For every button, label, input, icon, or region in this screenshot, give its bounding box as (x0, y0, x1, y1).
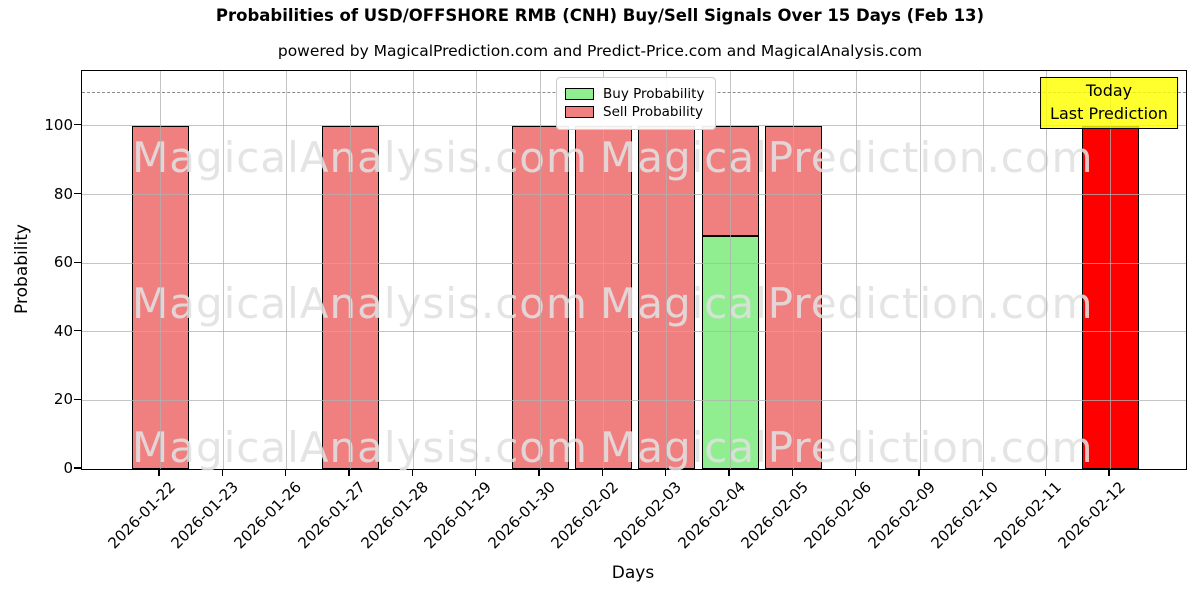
chart-subtitle: powered by MagicalPrediction.com and Pre… (277, 42, 923, 60)
horizontal-gridline (82, 262, 1186, 264)
horizontal-gridline (82, 194, 1186, 196)
plot-area: MagicalAnalysis.com MagicalPrediction.com… (81, 70, 1187, 472)
vertical-gridline (539, 71, 541, 469)
x-tick-mark (665, 469, 667, 476)
legend-item-sell: Sell Probability (565, 104, 704, 120)
watermark-text: MagicalPrediction.com (600, 423, 1094, 472)
x-tick-label: 2026-02-09 (864, 478, 939, 553)
vertical-gridline (286, 71, 288, 469)
x-tick-mark (981, 469, 983, 476)
vertical-gridline (412, 71, 414, 469)
vertical-gridline (476, 71, 478, 469)
x-tick-mark (855, 469, 857, 476)
vertical-gridline (1046, 71, 1048, 469)
watermark-text: MagicalPrediction.com (600, 133, 1094, 182)
y-tick-label: 60 (53, 253, 73, 272)
x-tick-label: 2026-01-28 (357, 478, 433, 553)
vertical-gridline (729, 71, 731, 469)
y-tick-label: 20 (53, 390, 73, 409)
x-tick-mark (918, 469, 920, 476)
gridlines-layer (82, 71, 1186, 469)
watermark-text: MagicalAnalysis.com (132, 133, 588, 182)
vertical-gridline (602, 71, 604, 469)
legend-label-sell: Sell Probability (603, 104, 704, 120)
vertical-gridline (919, 71, 921, 469)
watermark-text: MagicalAnalysis.com (132, 423, 588, 472)
x-tick-label: 2026-01-22 (104, 478, 179, 553)
x-tick-mark (411, 469, 413, 476)
x-tick-mark (601, 469, 603, 476)
x-tick-label: 2026-01-23 (167, 478, 243, 553)
x-tick-label: 2026-02-04 (674, 478, 749, 553)
vertical-gridline (1109, 71, 1111, 469)
x-tick-mark (1045, 469, 1047, 476)
y-tick-mark (74, 398, 81, 400)
x-tick-mark (728, 469, 730, 476)
vertical-gridline (792, 71, 794, 469)
horizontal-gridline (82, 331, 1186, 333)
x-tick-label: 2026-02-03 (611, 478, 686, 553)
vertical-gridline (982, 71, 984, 469)
vertical-gridline (222, 71, 224, 469)
today-annotation-line1: Today (1085, 81, 1133, 100)
vertical-gridline (349, 71, 351, 469)
today-annotation-line2: Last Prediction (1050, 104, 1168, 124)
y-tick-mark (74, 467, 81, 469)
watermark-text: MagicalPrediction.com (600, 279, 1094, 328)
x-tick-label: 2026-02-06 (801, 478, 876, 553)
chart-title: Probabilities of USD/OFFSHORE RMB (CNH) … (215, 6, 985, 25)
legend-label-buy: Buy Probability (603, 86, 705, 102)
x-tick-mark (1108, 469, 1110, 476)
buy-swatch-icon (565, 88, 594, 100)
y-tick-label: 100 (44, 115, 73, 134)
x-tick-label: 2026-01-29 (421, 478, 496, 553)
x-tick-label: 2026-02-11 (991, 478, 1066, 553)
y-tick-label: 0 (63, 459, 73, 477)
watermark-layer: MagicalAnalysis.com MagicalPrediction.com… (82, 71, 1186, 472)
x-tick-label: 2026-02-05 (737, 478, 813, 553)
today-annotation: Today Last Prediction (1040, 77, 1178, 130)
x-tick-label: 2026-01-26 (231, 478, 306, 553)
vertical-gridline (856, 71, 858, 469)
x-tick-label: 2026-02-02 (547, 478, 623, 553)
x-tick-label: 2026-01-27 (294, 478, 369, 553)
x-tick-mark (791, 469, 793, 476)
y-tick-mark (74, 124, 81, 126)
x-tick-label: 2026-02-10 (927, 478, 1003, 553)
x-tick-mark (158, 469, 160, 476)
x-axis-label: Days (611, 563, 655, 583)
y-tick-mark (74, 261, 81, 263)
y-tick-label: 40 (53, 321, 73, 340)
sell-swatch-icon (565, 106, 594, 118)
x-tick-mark (221, 469, 223, 476)
y-tick-mark (74, 192, 81, 195)
y-tick-mark (74, 330, 81, 332)
watermark-text: MagicalAnalysis.com (132, 279, 588, 328)
vertical-gridline (159, 71, 161, 469)
horizontal-gridline (82, 399, 1186, 401)
y-tick-label: 80 (53, 184, 73, 203)
vertical-gridline (666, 71, 668, 469)
legend-item-buy: Buy Probability (565, 86, 704, 102)
legend: Buy Probability Sell Probability (556, 77, 717, 130)
x-tick-label: 2026-02-12 (1054, 478, 1129, 553)
x-tick-mark (348, 469, 350, 476)
x-tick-mark (538, 469, 540, 476)
x-tick-mark (475, 469, 477, 476)
x-tick-mark (285, 469, 287, 476)
x-tick-label: 2026-01-30 (484, 478, 559, 553)
